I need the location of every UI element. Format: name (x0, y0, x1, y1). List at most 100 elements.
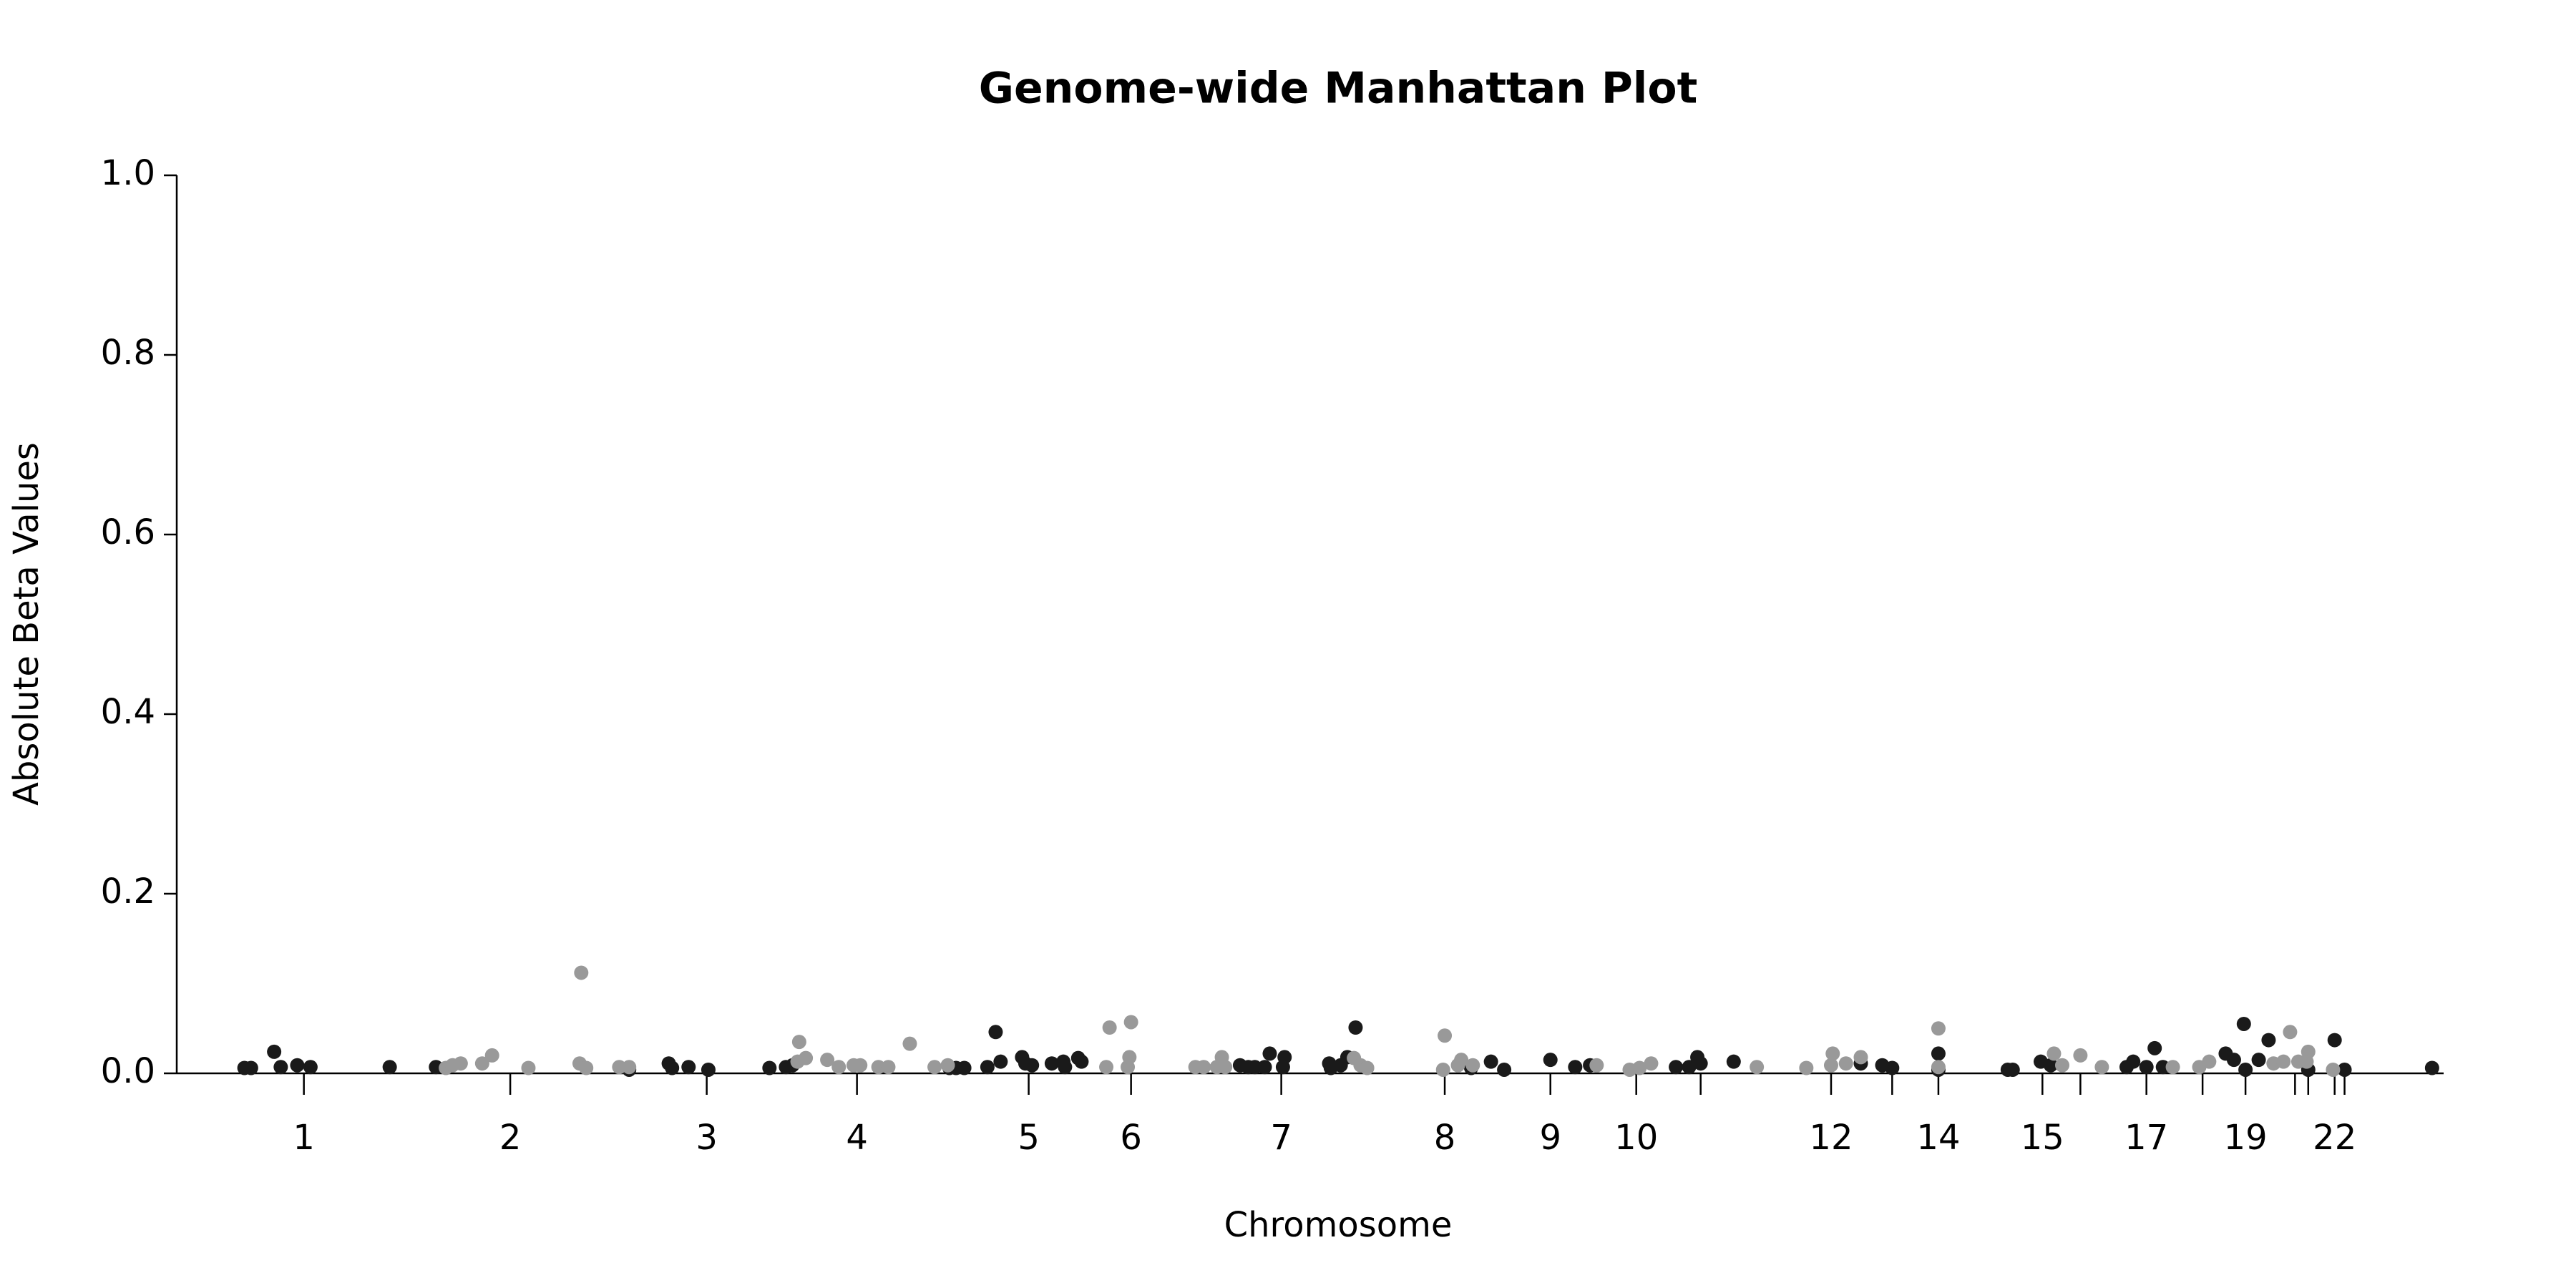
y-tick-label: 0.8 (101, 333, 155, 373)
point (1644, 1056, 1659, 1071)
point (2046, 1046, 2062, 1061)
x-axis-label: Chromosome (1224, 1205, 1453, 1245)
point (2283, 1025, 2298, 1040)
point (2238, 1062, 2253, 1077)
point (574, 965, 589, 980)
point (1853, 1050, 1868, 1065)
point (1099, 1060, 1114, 1075)
y-tick-label: 0.4 (101, 692, 155, 732)
point (1589, 1058, 1604, 1073)
point (1348, 1020, 1363, 1035)
point (1799, 1060, 1814, 1075)
point (1632, 1060, 1647, 1075)
point (243, 1060, 258, 1075)
y-tick-label: 0.2 (101, 872, 155, 912)
point (1497, 1062, 1512, 1077)
point (612, 1060, 627, 1075)
point (701, 1062, 716, 1077)
point (1257, 1060, 1272, 1075)
point (902, 1036, 917, 1051)
point (303, 1060, 318, 1075)
point (1750, 1060, 1765, 1075)
point (1885, 1060, 1900, 1075)
x-tick-label: 10 (1614, 1118, 1658, 1158)
point (1931, 1060, 1946, 1075)
point (1196, 1060, 1211, 1075)
point (1726, 1054, 1741, 1069)
point (881, 1060, 896, 1075)
x-tick-label: 19 (2224, 1118, 2268, 1158)
point (1122, 1050, 1137, 1065)
point (2337, 1062, 2352, 1077)
point (484, 1048, 499, 1063)
point (957, 1060, 972, 1075)
point (1669, 1060, 1684, 1075)
point (1693, 1056, 1708, 1071)
x-tick-label: 4 (846, 1118, 868, 1158)
point (799, 1050, 814, 1065)
point (1435, 1062, 1450, 1077)
point (1247, 1060, 1262, 1075)
y-tick-label: 0.0 (101, 1051, 155, 1091)
point (2147, 1040, 2162, 1055)
x-tick-label: 3 (696, 1118, 718, 1158)
x-tick-label: 9 (1539, 1118, 1561, 1158)
point (2165, 1060, 2180, 1075)
point (2155, 1060, 2170, 1075)
x-tick-label: 7 (1270, 1118, 1292, 1158)
x-tick-label: 14 (1916, 1118, 1960, 1158)
x-tick-label: 12 (1809, 1118, 1853, 1158)
point (1058, 1060, 1073, 1075)
point (290, 1058, 305, 1073)
point (1074, 1054, 1089, 1069)
point (2005, 1062, 2020, 1077)
point (2126, 1054, 2141, 1069)
point (2301, 1044, 2316, 1059)
point (791, 1035, 806, 1050)
point (2424, 1060, 2439, 1075)
point (579, 1060, 594, 1075)
point (1360, 1060, 1375, 1075)
x-tick-label: 1 (293, 1118, 315, 1158)
point (474, 1056, 489, 1071)
point (681, 1060, 696, 1075)
point (665, 1060, 680, 1075)
x-tick-label: 5 (1018, 1118, 1040, 1158)
point (2236, 1016, 2251, 1031)
point (1682, 1060, 1697, 1075)
point (2251, 1053, 2266, 1068)
x-tick-label: 22 (2313, 1118, 2356, 1158)
point (2055, 1058, 2070, 1073)
point (2326, 1062, 2341, 1077)
point (940, 1058, 955, 1073)
point (820, 1053, 835, 1068)
point (988, 1025, 1003, 1040)
point (980, 1060, 995, 1075)
point (927, 1060, 942, 1075)
point (993, 1054, 1008, 1069)
point (1454, 1053, 1469, 1068)
chart-title: Genome-wide Manhattan Plot (979, 64, 1698, 114)
x-tick-label: 8 (1434, 1118, 1456, 1158)
point (1262, 1046, 1277, 1061)
point (1543, 1053, 1558, 1068)
point (1931, 1021, 1946, 1036)
x-tick-label: 15 (2021, 1118, 2064, 1158)
point (453, 1056, 468, 1071)
point (2139, 1060, 2154, 1075)
point (2202, 1054, 2217, 1069)
point (1044, 1056, 1059, 1071)
x-tick-label: 6 (1120, 1118, 1142, 1158)
point (2226, 1053, 2241, 1068)
point (1123, 1015, 1138, 1030)
point (382, 1060, 397, 1075)
point (1825, 1046, 1840, 1061)
point (831, 1060, 847, 1075)
point (1568, 1060, 1583, 1075)
point (521, 1060, 536, 1075)
point (1823, 1058, 1838, 1073)
point (2276, 1054, 2291, 1069)
point (2327, 1033, 2342, 1048)
point (2073, 1048, 2088, 1063)
